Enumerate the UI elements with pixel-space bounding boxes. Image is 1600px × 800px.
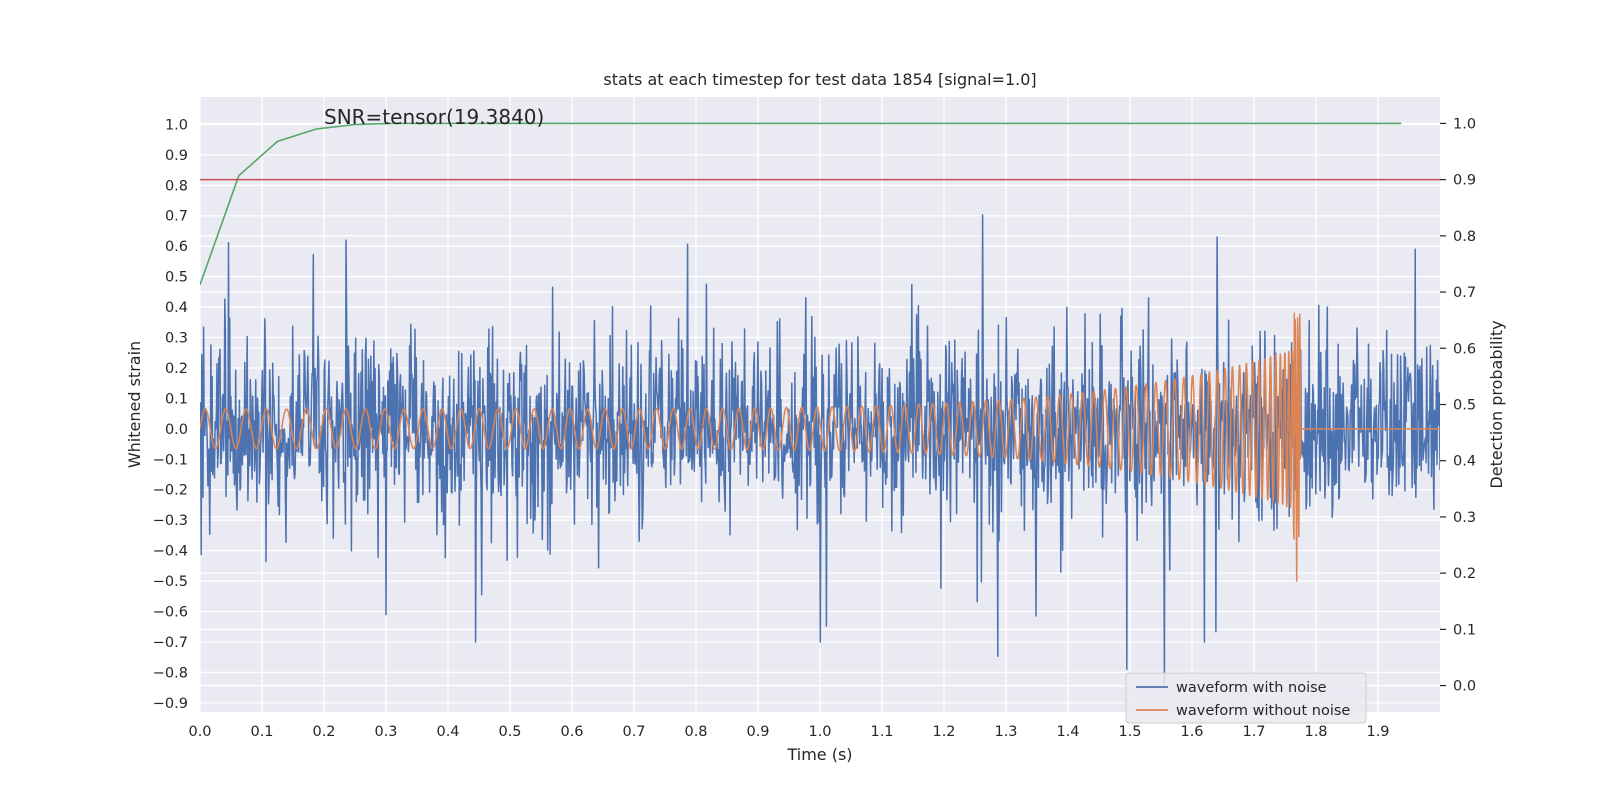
x-tick-label: 1.1 <box>870 724 893 740</box>
series-waveform-without-noise <box>200 312 1440 582</box>
y2-tick-label: 0.4 <box>1453 454 1476 470</box>
y-axis-label: Whitened strain <box>125 341 144 468</box>
legend-box <box>1125 672 1367 724</box>
y-tick-label: −0.7 <box>153 635 188 651</box>
y2-tick-label: 0.2 <box>1453 566 1476 582</box>
y-tick-label: 0.2 <box>165 361 188 377</box>
y-tick-label: 0.7 <box>165 209 188 225</box>
x-tick-label: 1.5 <box>1118 724 1141 740</box>
x-tick-label: 0.4 <box>436 724 459 740</box>
y-tick-label: −0.1 <box>153 452 188 468</box>
y-tick-label: 0.0 <box>165 422 188 438</box>
x-tick-label: 1.7 <box>1242 724 1265 740</box>
y2-tick-label: 0.6 <box>1453 341 1476 357</box>
x-tick-label: 1.0 <box>808 724 831 740</box>
y2-axis-label: Detection probability <box>1487 320 1506 488</box>
y-tick-label: 0.5 <box>165 270 188 286</box>
y-tick-label: −0.4 <box>153 544 188 560</box>
x-tick-label: 1.3 <box>994 724 1017 740</box>
y-tick-label: −0.6 <box>153 605 188 621</box>
y2-tick-label: 0.7 <box>1453 285 1476 301</box>
x-tick-label: 0.2 <box>312 724 335 740</box>
x-tick-label: 0.0 <box>188 724 211 740</box>
y-tick-label: −0.2 <box>153 483 188 499</box>
y-tick-label: 1.0 <box>165 117 188 133</box>
y-tick-label: −0.8 <box>153 665 188 681</box>
y-tick-label: 0.6 <box>165 239 188 255</box>
y-tick-label: −0.3 <box>153 513 188 529</box>
x-axis-ticks: 0.0 0.1 0.2 0.3 0.4 0.5 0.6 0.7 0.8 0.9 1.0 1.1 1.2 1… <box>188 724 1389 740</box>
x-tick-label: 1.6 <box>1180 724 1203 740</box>
y-tick-label: 0.3 <box>165 331 188 347</box>
x-tick-label: 0.8 <box>684 724 707 740</box>
y2-axis-ticks: 1.0 0.9 0.8 0.7 0.6 0.5 0.4 0.3 0.2 0.1 0.0 <box>1440 116 1476 695</box>
y-tick-label: 0.4 <box>165 300 188 316</box>
series-detection-probability <box>200 122 1402 286</box>
y-tick-label: 0.8 <box>165 178 188 194</box>
y-tick-label: 0.9 <box>165 148 188 164</box>
legend: waveform with noise waveform without noi… <box>1125 672 1367 724</box>
x-tick-label: 0.3 <box>374 724 397 740</box>
y2-tick-label: 1.0 <box>1453 116 1476 132</box>
x-tick-label: 0.5 <box>498 724 521 740</box>
x-tick-label: 0.9 <box>746 724 769 740</box>
y2-tick-label: 0.5 <box>1453 398 1476 414</box>
y-axis-ticks: 1.0 0.9 0.8 0.7 0.6 0.5 0.4 0.3 0.2 0.1 0.0 −0.1 −0.… <box>153 117 188 711</box>
series-waveform-with-noise <box>200 214 1440 686</box>
y-tick-label: −0.5 <box>153 574 188 590</box>
x-tick-label: 1.8 <box>1304 724 1327 740</box>
x-tick-label: 1.2 <box>932 724 955 740</box>
legend-label-without-noise: waveform without noise <box>1176 703 1350 719</box>
x-tick-label: 1.4 <box>1056 724 1079 740</box>
x-tick-label: 0.6 <box>560 724 583 740</box>
y-tick-label: −0.9 <box>153 696 188 712</box>
x-axis-label: Time (s) <box>786 745 852 764</box>
legend-label-with-noise: waveform with noise <box>1176 680 1327 696</box>
y2-tick-label: 0.3 <box>1453 510 1476 526</box>
y-tick-label: 0.1 <box>165 391 188 407</box>
x-tick-label: 0.7 <box>622 724 645 740</box>
y2-tick-label: 0.9 <box>1453 173 1476 189</box>
y2-tick-label: 0.1 <box>1453 622 1476 638</box>
chart-title: stats at each timestep for test data 185… <box>603 70 1036 89</box>
x-tick-label: 0.1 <box>250 724 273 740</box>
x-tick-label: 1.9 <box>1366 724 1389 740</box>
snr-annotation: SNR=tensor(19.3840) <box>324 105 544 129</box>
y2-tick-label: 0.0 <box>1453 679 1476 695</box>
series-layer <box>200 122 1440 686</box>
y2-tick-label: 0.8 <box>1453 229 1476 245</box>
